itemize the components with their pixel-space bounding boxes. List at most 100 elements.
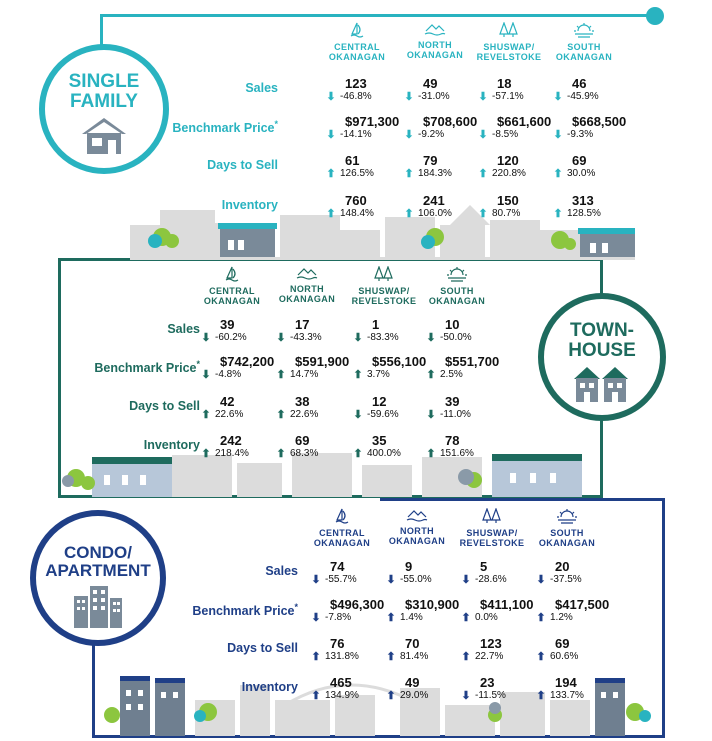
change-percent: -28.6% [475,574,507,585]
townhouse-cell: 78 ⬆ 151.6% [425,434,505,461]
change-percent: 22.7% [475,651,504,662]
metric-value: 46 [572,76,587,91]
condo-badge: CONDO/ APARTMENT [30,510,166,646]
single-family-cell: 760 ⬆ 148.4% [325,194,405,221]
single-family-cell: $708,600 ⬇ -9.2% [403,114,483,142]
metric-change: ⬇ -9.2% [403,129,483,141]
single-family-cell: 79 ⬆ 184.3% [403,154,483,181]
change-percent: -59.6% [367,409,399,420]
region-name-line2: OKANAGAN [406,50,464,60]
metric-change: ⬇ -50.0% [425,332,505,344]
condo-title-line1: CONDO/ [64,543,132,562]
condo-apartment-cell: 5 ⬇ -28.6% [460,560,540,587]
townhouse-cell: 39 ⬇ -11.0% [425,395,505,422]
townhouse-header-south: SOUTH OKANAGAN [417,266,497,306]
row-label-text: Benchmark Price [192,604,295,619]
condo-apartment-cell: 74 ⬇ -55.7% [310,560,390,587]
arrow-up-icon: ⬆ [536,690,546,702]
metric-value: $971,300 [345,114,400,129]
townhouse-cell: $591,900 ⬆ 14.7% [275,355,355,382]
single-family-frame-dot [646,7,664,25]
townhouse-header-shuswap: SHUSWAP/REVELSTOKE [344,265,424,306]
row-label-text: Inventory [221,198,278,212]
trees-icon [452,507,532,526]
metric-change: ⬇ -8.5% [477,129,557,141]
change-percent: -9.2% [418,129,445,140]
metric-value: 35 [372,433,387,448]
condo-skyline [104,676,651,736]
metric-value: 123 [480,636,502,651]
townhouse-cell: $551,700 ⬆ 2.5% [425,354,505,382]
metric-value: 123 [345,76,367,91]
change-percent: -14.1% [340,129,372,140]
metric-change: ⬆ 80.7% [477,208,557,220]
townhouse-header-north: NORTH OKANAGAN [267,266,347,304]
condo-apartment-row-label-sales: Sales [148,564,298,578]
change-percent: 60.6% [550,651,579,662]
change-percent: 30.0% [567,168,596,179]
change-percent: -60.2% [215,332,247,343]
change-percent: -7.8% [325,612,352,623]
arrow-up-icon: ⬆ [404,168,414,180]
metric-change: ⬆ 22.6% [200,409,280,421]
metric-value: $310,900 [405,597,460,612]
metric-change: ⬆ 134.9% [310,690,390,702]
change-percent: 68.3% [290,448,319,459]
metric-change: ⬇ -55.0% [385,574,465,586]
single-family-cell: $668,500 ⬇ -9.3% [552,115,632,142]
condo-apartment-cell: 49 ⬆ 29.0% [385,675,465,703]
change-percent: 148.4% [340,208,374,219]
townhouse-cell: 1 ⬇ -83.3% [352,318,432,345]
change-percent: -50.0% [440,332,472,343]
condo-apartment-cell: 9 ⬇ -55.0% [385,560,465,587]
metric-value: $551,700 [445,354,500,369]
townhouse-cell: 38 ⬆ 22.6% [275,395,355,422]
metric-change: ⬆ 131.8% [310,651,390,663]
metric-change: ⬇ -46.8% [325,91,405,103]
townhouse-cell: $742,200 ⬇ -4.8% [200,355,280,382]
single-family-header-north: NORTH OKANAGAN [395,22,475,60]
region-name-line2: OKANAGAN [538,538,596,548]
change-percent: 3.7% [367,369,390,380]
townhouse-row-label-benchmark-price: Benchmark Price* [50,359,200,375]
arrow-down-icon: ⬇ [311,612,321,624]
townhouse-skyline [62,453,582,497]
metric-change: ⬆ 1.4% [385,612,465,624]
arrow-down-icon: ⬇ [426,332,436,344]
arrow-up-icon: ⬆ [386,690,396,702]
single-family-cell: 46 ⬇ -45.9% [552,76,632,104]
change-percent: 400.0% [367,448,401,459]
metric-value: 49 [405,675,420,690]
metric-value: 20 [555,559,570,574]
region-name-line1: NORTH [418,40,452,50]
change-percent: 151.6% [440,448,474,459]
townhouse-cell: 69 ⬆ 68.3% [275,433,355,461]
single-family-cell: 313 ⬆ 128.5% [552,194,632,221]
townhouse-cell: 10 ⬇ -50.0% [425,318,505,345]
metric-value: 69 [295,433,310,448]
single-family-header-shuswap: SHUSWAP/REVELSTOKE [469,21,549,62]
metric-value: $708,600 [423,114,478,129]
metric-value: 61 [345,153,360,168]
arrow-down-icon: ⬇ [386,574,396,586]
condo-apartment-cell: 465 ⬆ 134.9% [310,676,390,703]
arrow-up-icon: ⬆ [353,448,363,460]
metric-value: 76 [330,636,345,651]
single-family-frame-left [100,14,103,64]
region-name-line1: CENTRAL [334,42,380,52]
townhouse-title-line1: TOWN- [569,320,635,341]
arrow-down-icon: ⬇ [553,129,563,141]
arrow-up-icon: ⬆ [276,409,286,421]
metric-value: 242 [220,433,242,448]
single-family-badge: SINGLE FAMILY [39,44,169,174]
condo-apartment-header-north: NORTH OKANAGAN [377,508,457,546]
change-percent: 2.5% [440,369,463,380]
region-name-line1: CENTRAL [319,528,365,538]
arrow-down-icon: ⬇ [536,574,546,586]
townhouse-row-label-sales: Sales [50,322,200,336]
region-name-line2: OKANAGAN [203,296,261,306]
metric-value: 241 [423,193,445,208]
change-percent: 81.4% [400,651,429,662]
region-name-line2: REVELSTOKE [351,296,417,306]
townhouse-cell: 35 ⬆ 400.0% [352,433,432,461]
